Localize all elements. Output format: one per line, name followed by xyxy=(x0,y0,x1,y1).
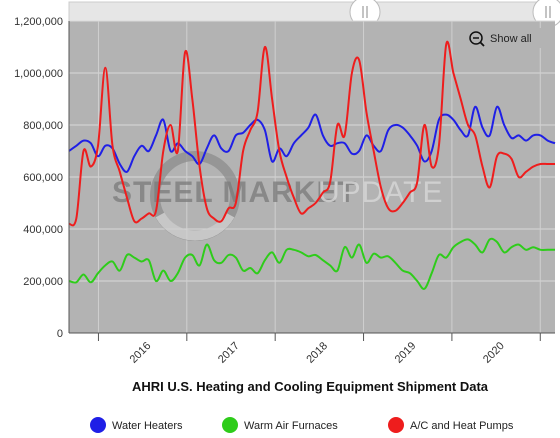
y-tick-label: 1,000,000 xyxy=(14,68,63,80)
x-axis: 2016 2017 2018 2019 2020 xyxy=(69,332,555,366)
show-all-label[interactable]: Show all xyxy=(490,33,532,45)
navigator-track[interactable] xyxy=(68,1,556,23)
chart-title: AHRI U.S. Heating and Cooling Equipment … xyxy=(132,379,489,394)
y-tick-label: 1,200,000 xyxy=(14,16,63,28)
legend-item-warm-air-furnaces[interactable]: Warm Air Furnaces xyxy=(222,417,338,433)
legend-marker xyxy=(388,417,404,433)
legend-label: Warm Air Furnaces xyxy=(244,420,338,432)
series-line-water-heaters[interactable] xyxy=(68,105,556,173)
y-tick-label: 800,000 xyxy=(23,120,63,132)
y-tick-label: 200,000 xyxy=(23,276,63,288)
watermark-logo xyxy=(150,151,240,241)
legend-marker xyxy=(90,417,106,433)
series-layer xyxy=(68,40,556,290)
y-tick-label: 0 xyxy=(57,328,63,340)
y-tick-label: 600,000 xyxy=(23,172,63,184)
y-axis: 0 200,000 400,000 600,000 800,000 1,000,000 1,… xyxy=(14,16,70,340)
x-tick-label: 2019 xyxy=(393,340,419,366)
x-tick-label: 2017 xyxy=(216,340,242,366)
legend-item-water-heaters[interactable]: Water Heaters xyxy=(90,417,183,433)
x-tick-label: 2018 xyxy=(304,340,330,366)
legend-label: A/C and Heat Pumps xyxy=(410,420,514,432)
x-tick-label: 2020 xyxy=(481,340,507,366)
series-line-warm-air-furnaces[interactable] xyxy=(68,237,556,290)
show-all-button[interactable]: Show all xyxy=(464,28,546,48)
series-line-a-c-and-heat-pumps[interactable] xyxy=(68,40,555,227)
y-tick-label: 400,000 xyxy=(23,224,63,236)
x-tick-label: 2016 xyxy=(128,340,154,366)
legend: Water Heaters Warm Air Furnaces A/C and He… xyxy=(90,417,514,433)
grid xyxy=(69,20,555,334)
zoom-out-icon xyxy=(469,31,485,47)
legend-label: Water Heaters xyxy=(112,420,183,432)
legend-marker xyxy=(222,417,238,433)
legend-item-a-c-and-heat-pumps[interactable]: A/C and Heat Pumps xyxy=(388,417,514,433)
watermark-text-2: UPDATE xyxy=(318,176,443,209)
navigator[interactable] xyxy=(68,0,560,28)
